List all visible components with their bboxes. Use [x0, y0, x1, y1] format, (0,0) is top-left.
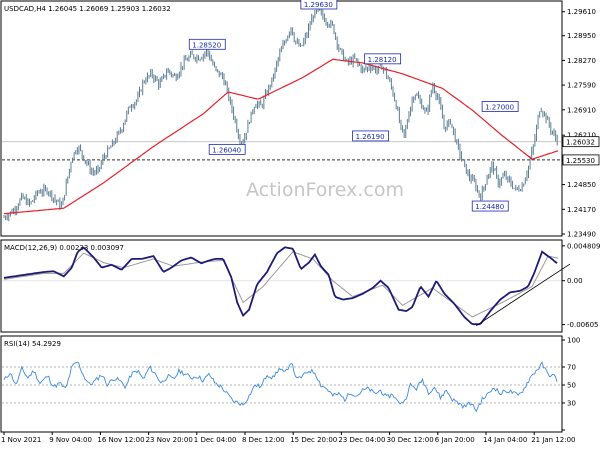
macd-panel-frame [0, 239, 563, 333]
macd-y-tick-label: 0.004809 [567, 242, 600, 250]
price-y-tick-label: 1.29610 [567, 8, 596, 16]
rsi-y-tick-label: 70 [567, 364, 576, 372]
rsi-y-tick-label: 100 [567, 337, 580, 345]
price-y-tick-label: 1.27590 [567, 82, 596, 90]
x-tick-label: 16 Nov 12:00 [97, 436, 144, 444]
macd-signal-line [3, 251, 559, 318]
x-tick-label: 15 Dec 20:00 [290, 436, 337, 444]
macd-trend-line [476, 263, 571, 326]
price-callout-label: 1.28120 [368, 56, 397, 64]
price-callout-label: 1.26040 [212, 146, 241, 154]
current-price-tag-label: 1.26032 [566, 139, 595, 147]
price-callout-label: 1.26190 [356, 133, 385, 141]
x-tick-label: 9 Nov 04:00 [49, 436, 92, 444]
rsi-header: RSI(14) 54.2929 [4, 340, 61, 348]
price-callout-box [208, 143, 246, 155]
price-y-tick-label: 1.28950 [567, 32, 596, 40]
x-tick-label: 30 Dec 12:00 [387, 436, 434, 444]
x-tick-label: 1 Nov 2021 [1, 436, 41, 444]
x-tick-label: 8 Dec 12:00 [242, 436, 285, 444]
x-tick-label: 1 Dec 04:00 [194, 436, 237, 444]
rsi-y-tick-label: 30 [567, 400, 576, 408]
rsi-y-tick-label: 50 [567, 382, 576, 390]
price-callout-label: 1.29630 [304, 1, 333, 9]
price-header: USDCAD,H4 1.26045 1.26069 1.25903 1.2603… [4, 5, 171, 13]
rsi-panel-frame [0, 335, 563, 433]
price-callout-label: 1.27000 [485, 104, 514, 112]
x-tick-label: 23 Dec 04:00 [338, 436, 385, 444]
x-tick-label: 14 Jan 04:00 [483, 436, 527, 444]
price-y-tick-label: 1.26210 [567, 132, 596, 140]
price-callout-box [188, 38, 226, 50]
price-callout-box [364, 53, 402, 65]
macd-header: MACD(12,26,9) 0.00233 0.003097 [4, 244, 124, 252]
price-panel-frame [0, 0, 563, 237]
watermark: ActionForex.com [246, 179, 404, 201]
current-price-tag [562, 136, 600, 148]
price-callout-label: 1.28520 [192, 41, 221, 49]
price-callout-box [471, 200, 509, 212]
macd-y-tick-label: 0.00 [567, 277, 583, 285]
macd-line [3, 246, 558, 326]
support-tag-label: 1.25530 [566, 157, 595, 165]
price-y-tick-label: 1.24850 [567, 181, 596, 189]
x-tick-label: 6 Jan 20:00 [435, 436, 475, 444]
price-y-tick-label: 1.28270 [567, 57, 596, 65]
rsi-line [3, 361, 558, 413]
macd-y-tick-label: -0.00605 [567, 321, 598, 329]
price-y-tick-label: 1.23490 [567, 231, 596, 239]
x-tick-label: 21 Jan 12:00 [531, 436, 575, 444]
x-tick-label: 23 Nov 20:00 [146, 436, 193, 444]
support-tag [562, 154, 600, 166]
price-callout-box [481, 101, 519, 112]
price-callout-label: 1.24480 [475, 203, 504, 211]
price-y-tick-label: 1.24170 [567, 206, 596, 214]
price-callout-box [352, 130, 389, 142]
price-y-tick-label: 1.26910 [567, 106, 596, 114]
price-callout-box [300, 0, 338, 10]
moving-average-line [3, 58, 559, 215]
